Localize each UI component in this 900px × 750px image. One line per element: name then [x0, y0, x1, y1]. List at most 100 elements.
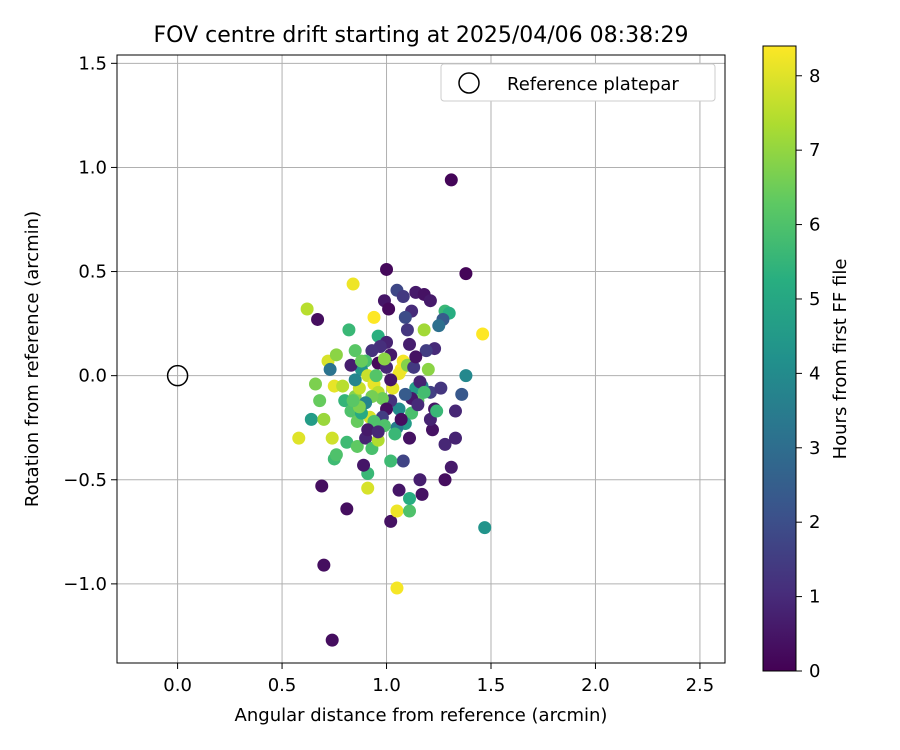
x-tick-label: 0.5: [268, 675, 297, 696]
data-point: [382, 302, 396, 316]
data-point: [438, 437, 452, 451]
colorbar-tick-label: 4: [809, 363, 820, 384]
legend-box: [440, 63, 716, 102]
data-point: [377, 352, 391, 366]
data-point: [438, 473, 452, 487]
data-point: [336, 379, 350, 393]
x-tick-label: 2.5: [686, 675, 715, 696]
data-point: [459, 369, 473, 383]
y-axis-ticks: −1.0 −0.5 0.0 0.5 1.0 1.5: [63, 53, 117, 595]
data-point: [421, 362, 435, 376]
x-axis-label: Angular distance from reference (arcmin): [235, 705, 608, 726]
data-point: [390, 504, 404, 518]
data-point: [384, 514, 398, 528]
data-point: [417, 323, 431, 337]
data-point: [340, 435, 354, 449]
data-point: [371, 425, 385, 439]
data-point: [403, 492, 417, 506]
data-point: [323, 362, 337, 376]
data-point: [384, 373, 398, 387]
data-point: [478, 521, 492, 535]
data-point: [413, 473, 427, 487]
data-point: [308, 377, 322, 391]
data-point: [388, 427, 402, 441]
data-point: [325, 633, 339, 647]
data-point: [403, 337, 417, 351]
legend-reference-marker-icon: [458, 72, 480, 94]
data-point: [361, 423, 375, 437]
data-point: [476, 327, 490, 341]
colorbar-tick-label: 5: [809, 289, 820, 310]
chart-title: FOV centre drift starting at 2025/04/06 …: [154, 23, 689, 48]
data-point: [361, 481, 375, 495]
colorbar: [762, 45, 797, 672]
colorbar-label: Hours from first FF file: [830, 259, 851, 460]
data-point: [434, 381, 448, 395]
data-point: [448, 431, 462, 445]
data-point: [432, 319, 446, 333]
data-point: [348, 373, 362, 387]
data-point: [403, 504, 417, 518]
colorbar-tick-label: 2: [809, 512, 820, 533]
colorbar-tick-label: 0: [809, 661, 820, 682]
data-point: [350, 439, 364, 453]
colorbar-tick-label: 3: [809, 438, 820, 459]
data-point: [380, 262, 394, 276]
data-point: [398, 387, 412, 401]
data-point: [417, 385, 431, 399]
y-tick-label: 1.5: [78, 53, 107, 74]
data-point: [425, 423, 439, 437]
data-point: [419, 344, 433, 358]
data-point: [411, 398, 425, 412]
plot-frame: [116, 54, 726, 664]
data-point: [396, 290, 410, 304]
data-point: [367, 310, 381, 324]
data-point: [292, 431, 306, 445]
data-point: [398, 310, 412, 324]
data-point: [400, 323, 414, 337]
x-axis-ticks: 0.0 0.5 1.0 1.5 2.0 2.5: [163, 663, 714, 696]
data-point: [392, 483, 406, 497]
y-tick-label: −1.0: [63, 574, 107, 595]
legend: Reference platepar: [440, 63, 716, 102]
data-point: [325, 431, 339, 445]
data-point: [455, 387, 469, 401]
data-point: [348, 344, 362, 358]
x-tick-label: 0.0: [163, 675, 192, 696]
data-point: [459, 267, 473, 281]
data-point: [329, 448, 343, 462]
y-tick-label: 0.0: [78, 366, 107, 387]
data-point: [340, 502, 354, 516]
x-tick-label: 2.0: [581, 675, 610, 696]
data-point: [430, 404, 444, 418]
data-point: [444, 460, 458, 474]
data-point: [375, 392, 389, 406]
data-point: [384, 454, 398, 468]
colorbar-tick-label: 6: [809, 215, 820, 236]
data-point: [423, 294, 437, 308]
data-point: [311, 312, 325, 326]
colorbar-tick-label: 1: [809, 587, 820, 608]
data-point: [413, 375, 427, 389]
data-point: [415, 487, 429, 501]
data-point: [396, 454, 410, 468]
data-point: [448, 404, 462, 418]
x-tick-label: 1.5: [477, 675, 506, 696]
data-point: [315, 479, 329, 493]
colorbar-ticks: 0 1 2 3 4 5 6 7 8: [796, 66, 820, 682]
data-point: [300, 302, 314, 316]
colorbar-tick-label: 8: [809, 66, 820, 87]
data-point: [444, 173, 458, 187]
data-point: [365, 344, 379, 358]
data-point: [403, 431, 417, 445]
data-point: [346, 394, 360, 408]
data-point: [313, 394, 327, 408]
data-point: [317, 558, 331, 572]
y-tick-label: −0.5: [63, 470, 107, 491]
data-point: [344, 358, 358, 372]
y-axis-label: Rotation from reference (arcmin): [22, 211, 43, 507]
data-point: [369, 369, 383, 383]
data-point: [329, 348, 343, 362]
reference-marker-layer: [166, 364, 189, 387]
